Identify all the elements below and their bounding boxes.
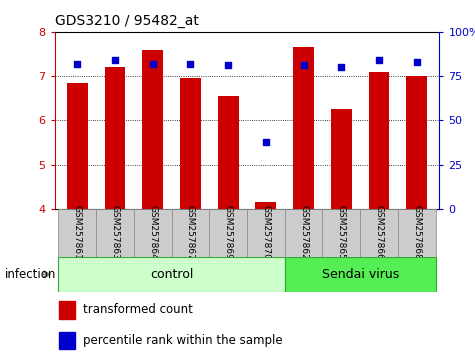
Bar bbox=[180, 78, 201, 209]
Bar bbox=[59, 301, 75, 319]
Bar bbox=[256, 202, 276, 209]
Point bbox=[375, 57, 383, 63]
Text: GSM257866: GSM257866 bbox=[374, 205, 383, 260]
Bar bbox=[134, 209, 171, 257]
Bar bbox=[285, 209, 323, 257]
Bar bbox=[209, 209, 247, 257]
Text: GSM257861: GSM257861 bbox=[73, 205, 82, 260]
Bar bbox=[323, 209, 360, 257]
Point bbox=[338, 64, 345, 70]
Text: GSM257862: GSM257862 bbox=[299, 205, 308, 260]
Bar bbox=[58, 257, 285, 292]
Bar bbox=[369, 72, 390, 209]
Text: GSM257868: GSM257868 bbox=[412, 205, 421, 260]
Point bbox=[262, 139, 270, 144]
Point bbox=[149, 61, 156, 67]
Text: control: control bbox=[150, 268, 193, 281]
Bar bbox=[293, 47, 314, 209]
Text: GSM257865: GSM257865 bbox=[337, 205, 346, 260]
Bar bbox=[360, 209, 398, 257]
Bar bbox=[58, 209, 96, 257]
Text: GSM257870: GSM257870 bbox=[261, 205, 270, 260]
Point bbox=[413, 59, 420, 65]
Point bbox=[111, 57, 119, 63]
Text: infection: infection bbox=[5, 268, 56, 281]
Bar bbox=[398, 209, 436, 257]
Text: GSM257863: GSM257863 bbox=[111, 205, 120, 260]
Bar bbox=[104, 67, 125, 209]
Bar bbox=[247, 209, 285, 257]
Bar bbox=[171, 209, 209, 257]
Bar bbox=[142, 50, 163, 209]
Text: GSM257869: GSM257869 bbox=[224, 205, 233, 260]
Point bbox=[74, 61, 81, 67]
Bar bbox=[59, 332, 75, 349]
Point bbox=[300, 63, 307, 68]
Text: Sendai virus: Sendai virus bbox=[322, 268, 399, 281]
Text: transformed count: transformed count bbox=[83, 303, 193, 316]
Bar bbox=[407, 76, 427, 209]
Bar bbox=[218, 96, 238, 209]
Text: GSM257867: GSM257867 bbox=[186, 205, 195, 260]
Point bbox=[187, 61, 194, 67]
Text: percentile rank within the sample: percentile rank within the sample bbox=[83, 334, 283, 347]
Bar bbox=[331, 109, 352, 209]
Point bbox=[224, 63, 232, 68]
Text: GSM257864: GSM257864 bbox=[148, 205, 157, 260]
Bar bbox=[96, 209, 134, 257]
Text: GDS3210 / 95482_at: GDS3210 / 95482_at bbox=[55, 14, 199, 28]
Bar bbox=[285, 257, 436, 292]
Bar bbox=[67, 83, 87, 209]
